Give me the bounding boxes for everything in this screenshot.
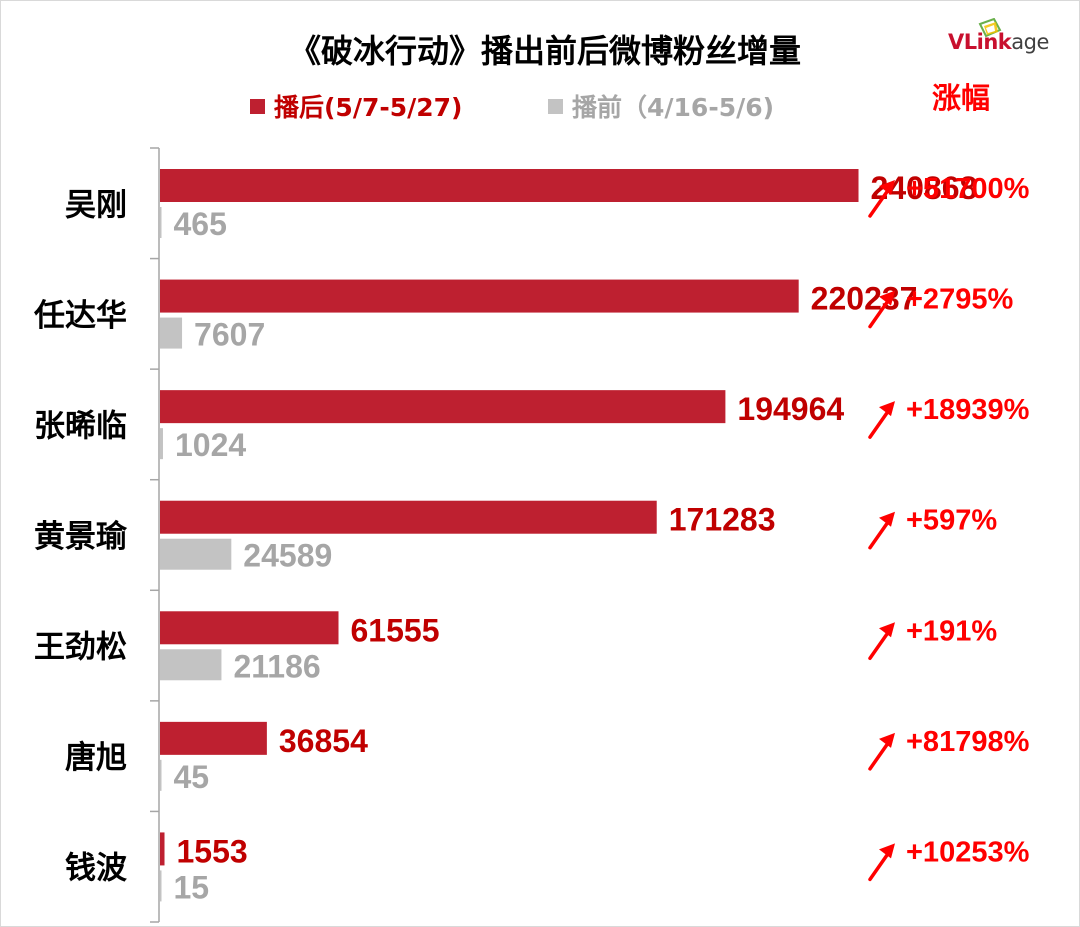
data-label-after: 171283 [669, 502, 776, 538]
data-label-after: 220237 [811, 281, 918, 317]
bar-after [160, 279, 799, 313]
growth-value: +2795% [906, 284, 1013, 316]
bar-before [160, 317, 183, 349]
growth-value: +597% [906, 505, 997, 537]
data-label-before: 21186 [233, 648, 320, 684]
data-label-before: 7607 [194, 317, 265, 353]
data-label-after: 1553 [177, 833, 248, 869]
data-label-before: 15 [174, 869, 210, 905]
category-label: 黄景瑜 [34, 519, 128, 555]
data-label-after: 61555 [351, 612, 440, 648]
logo-text-secondary: age [1011, 30, 1049, 54]
category-label: 王劲松 [34, 630, 127, 666]
growth-value: +191% [906, 615, 997, 647]
bar-before [160, 538, 232, 570]
data-label-before: 45 [174, 759, 210, 795]
bar-after [160, 169, 859, 202]
growth-value: +81798% [906, 726, 1030, 758]
legend-swatch [250, 99, 265, 114]
bar-before [160, 207, 162, 238]
arrow-up-right-icon [868, 401, 895, 439]
vlinkage-logo-icon [978, 18, 1002, 38]
data-label-before: 24589 [243, 538, 332, 574]
category-label: 张晞临 [34, 408, 127, 444]
bar-after [160, 721, 267, 755]
growth-value: +51700% [906, 173, 1030, 205]
growth-header: 涨幅 [932, 81, 990, 115]
growth-value: +10253% [906, 836, 1030, 868]
chart-title: 《破冰行动》播出前后微博粉丝增量 [289, 32, 801, 70]
legend-swatch [548, 99, 563, 114]
bar-after [160, 832, 165, 866]
bar-after [160, 611, 339, 645]
category-label: 吴刚 [65, 187, 127, 223]
category-label: 任达华 [33, 298, 127, 334]
category-label: 钱波 [65, 851, 127, 887]
growth-value: +18939% [906, 394, 1030, 426]
arrow-up-right-icon [868, 732, 895, 771]
vlinkage-logo: VLinkage [948, 32, 1049, 53]
legend-label: 播前（4/16-5/6) [572, 93, 774, 122]
bar-after [160, 500, 657, 534]
arrow-up-right-icon [868, 622, 895, 661]
data-label-after: 194964 [737, 391, 844, 427]
arrow-up-right-icon [868, 290, 895, 329]
arrow-up-right-icon [868, 843, 895, 882]
logo-text-primary: VLink [948, 30, 1012, 54]
bar-before [160, 428, 163, 460]
bar-after [160, 390, 726, 424]
arrow-up-right-icon [868, 511, 895, 550]
data-label-before: 1024 [175, 427, 246, 463]
data-label-after: 36854 [279, 723, 368, 759]
bar-before [160, 649, 222, 681]
bar-before [160, 870, 162, 902]
arrow-up-right-icon [868, 180, 895, 218]
legend-label: 播后(5/7-5/27) [274, 93, 462, 122]
bar-before [160, 759, 162, 791]
category-label: 唐旭 [65, 740, 127, 776]
data-label-before: 465 [174, 206, 227, 242]
